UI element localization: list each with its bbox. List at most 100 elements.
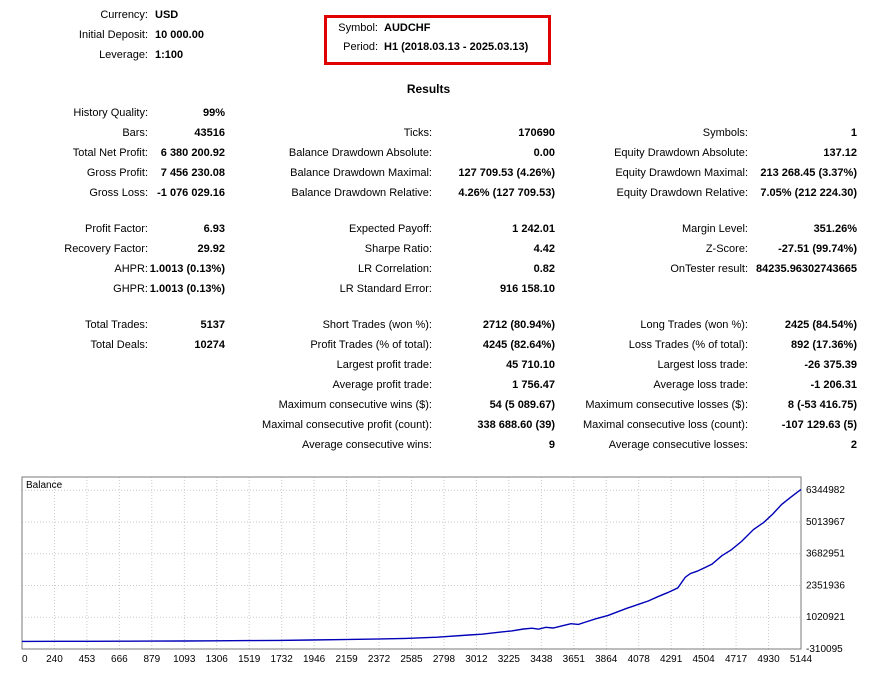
symbol-period-highlight: Symbol: AUDCHF Period: H1 (2018.03.13 - … [324, 15, 551, 65]
x-axis-label: 1946 [303, 654, 326, 665]
stat-label: Maximal consecutive loss (count): [582, 419, 748, 431]
symbol-value: AUDCHF [384, 22, 431, 34]
stat-value: 7.05% (212 224.30) [760, 187, 857, 199]
stat-value: 1.0013 (0.13%) [149, 263, 225, 275]
stat-label: Equity Drawdown Relative: [616, 187, 748, 199]
stat-label: Average consecutive wins: [301, 439, 432, 451]
x-axis-label: 1093 [173, 654, 196, 665]
x-axis-label: 4717 [725, 654, 748, 665]
stat-value: 213 268.45 (3.37%) [760, 167, 857, 179]
stat-value [432, 103, 555, 123]
stat-value: 916 158.10 [499, 283, 555, 295]
stat-label: Total Trades: [85, 319, 148, 331]
x-axis-label: 4930 [757, 654, 780, 665]
balance-chart: 6344982 5013967 3682951 2351936 1020921 -3100… [0, 474, 869, 674]
stat-label: Long Trades (won %): [640, 319, 748, 331]
stat-label [555, 279, 748, 299]
y-axis-label: 1020921 [806, 612, 845, 623]
stat-value: -1 076 029.16 [157, 187, 225, 199]
stat-value: 4.26% (127 709.53) [458, 187, 555, 199]
stat-value: 6 380 200.92 [160, 147, 225, 159]
balance-chart-canvas: 6344982 5013967 3682951 2351936 1020921 -3100… [21, 476, 845, 665]
stat-value: 99% [202, 107, 225, 119]
account-info: Currency: USD Initial Deposit: 10 000.00… [0, 5, 204, 65]
symbol-label: Symbol: [338, 22, 378, 34]
stat-value: 6.93 [203, 223, 225, 235]
stat-value: 1.0013 (0.13%) [149, 283, 225, 295]
x-axis-label: 2372 [368, 654, 391, 665]
stat-value: 338 688.60 (39) [477, 419, 555, 431]
stat-label [0, 435, 148, 455]
stat-value: 1 [850, 127, 857, 139]
stat-value: 137.12 [823, 147, 857, 159]
stat-label: Gross Loss: [89, 187, 148, 199]
symbol-period-info: Symbol: AUDCHF Period: H1 (2018.03.13 - … [332, 19, 548, 57]
stat-label: Largest profit trade: [336, 359, 432, 371]
y-axis-label: 6344982 [806, 485, 845, 496]
stat-label: GHPR: [113, 283, 148, 295]
stat-label: Profit Trades (% of total): [310, 339, 432, 351]
y-axis-label: 5013967 [806, 517, 845, 528]
balance-line [21, 488, 802, 643]
stat-label: LR Standard Error: [339, 283, 432, 295]
leverage-label: Leverage: [99, 49, 148, 61]
stat-value: -1 206.31 [810, 379, 857, 391]
stat-value: 127 709.53 (4.26%) [458, 167, 555, 179]
plot-border [21, 476, 802, 650]
stat-value: 43516 [194, 127, 225, 139]
stat-label: Equity Drawdown Maximal: [615, 167, 748, 179]
stat-label: Gross Profit: [86, 167, 148, 179]
stat-label: Maximum consecutive losses ($): [585, 399, 748, 411]
chart-legend-balance: Balance [26, 480, 63, 491]
stat-label [555, 103, 748, 123]
stat-label: Average profit trade: [332, 379, 432, 391]
stat-value [148, 435, 225, 455]
stat-label [0, 375, 148, 395]
stat-label: Recovery Factor: [64, 243, 148, 255]
stat-label: Short Trades (won %): [322, 319, 432, 331]
stat-value: 0.82 [533, 263, 555, 275]
stat-label: Maximum consecutive wins ($): [278, 399, 432, 411]
x-axis-label: 4078 [628, 654, 651, 665]
stat-value: 54 (5 089.67) [489, 399, 555, 411]
stat-value [748, 279, 857, 299]
stat-label: Total Net Profit: [72, 147, 148, 159]
stat-label: Largest loss trade: [657, 359, 749, 371]
x-axis-label: 240 [46, 654, 63, 665]
initial-deposit-label: Initial Deposit: [78, 29, 148, 41]
stat-value: 7 456 230.08 [160, 167, 225, 179]
leverage-value: 1:100 [155, 49, 184, 61]
x-axis-label: 2159 [335, 654, 358, 665]
stat-value: 2 [850, 439, 857, 451]
stats-table: History Quality: 99% Bars: 43516 Ticks: 17069… [0, 103, 857, 455]
stat-value: 351.26% [813, 223, 857, 235]
stat-value: 9 [548, 439, 555, 451]
stat-label: Balance Drawdown Maximal: [290, 167, 432, 179]
x-axis-label: 3012 [465, 654, 488, 665]
x-axis-label: 1306 [206, 654, 229, 665]
stat-value: -27.51 (99.74%) [778, 243, 857, 255]
period-label: Period: [343, 41, 378, 53]
stat-label: Balance Drawdown Relative: [291, 187, 432, 199]
y-axis-label: 2351936 [806, 580, 845, 591]
stat-label: Expected Payoff: [349, 223, 432, 235]
x-axis-label: 4291 [660, 654, 683, 665]
x-axis-label: 3864 [595, 654, 618, 665]
stat-value: 0.00 [533, 147, 555, 159]
stat-label: OnTester result: [670, 263, 748, 275]
stat-label [0, 355, 148, 375]
stat-value [148, 415, 225, 435]
row-spacer [0, 299, 857, 315]
stat-value: 4.42 [533, 243, 555, 255]
x-axis-label: 5144 [790, 654, 813, 665]
stat-label: Bars: [122, 127, 148, 139]
stat-value: 892 (17.36%) [790, 339, 857, 351]
x-axis-label: 1732 [271, 654, 294, 665]
stat-value: 1 756.47 [512, 379, 555, 391]
stat-label: Average loss trade: [653, 379, 748, 391]
stat-label: Symbols: [702, 127, 748, 139]
x-axis-label: 2798 [433, 654, 456, 665]
initial-deposit-value: 10 000.00 [155, 29, 204, 41]
stat-value: 8 (-53 416.75) [787, 399, 857, 411]
